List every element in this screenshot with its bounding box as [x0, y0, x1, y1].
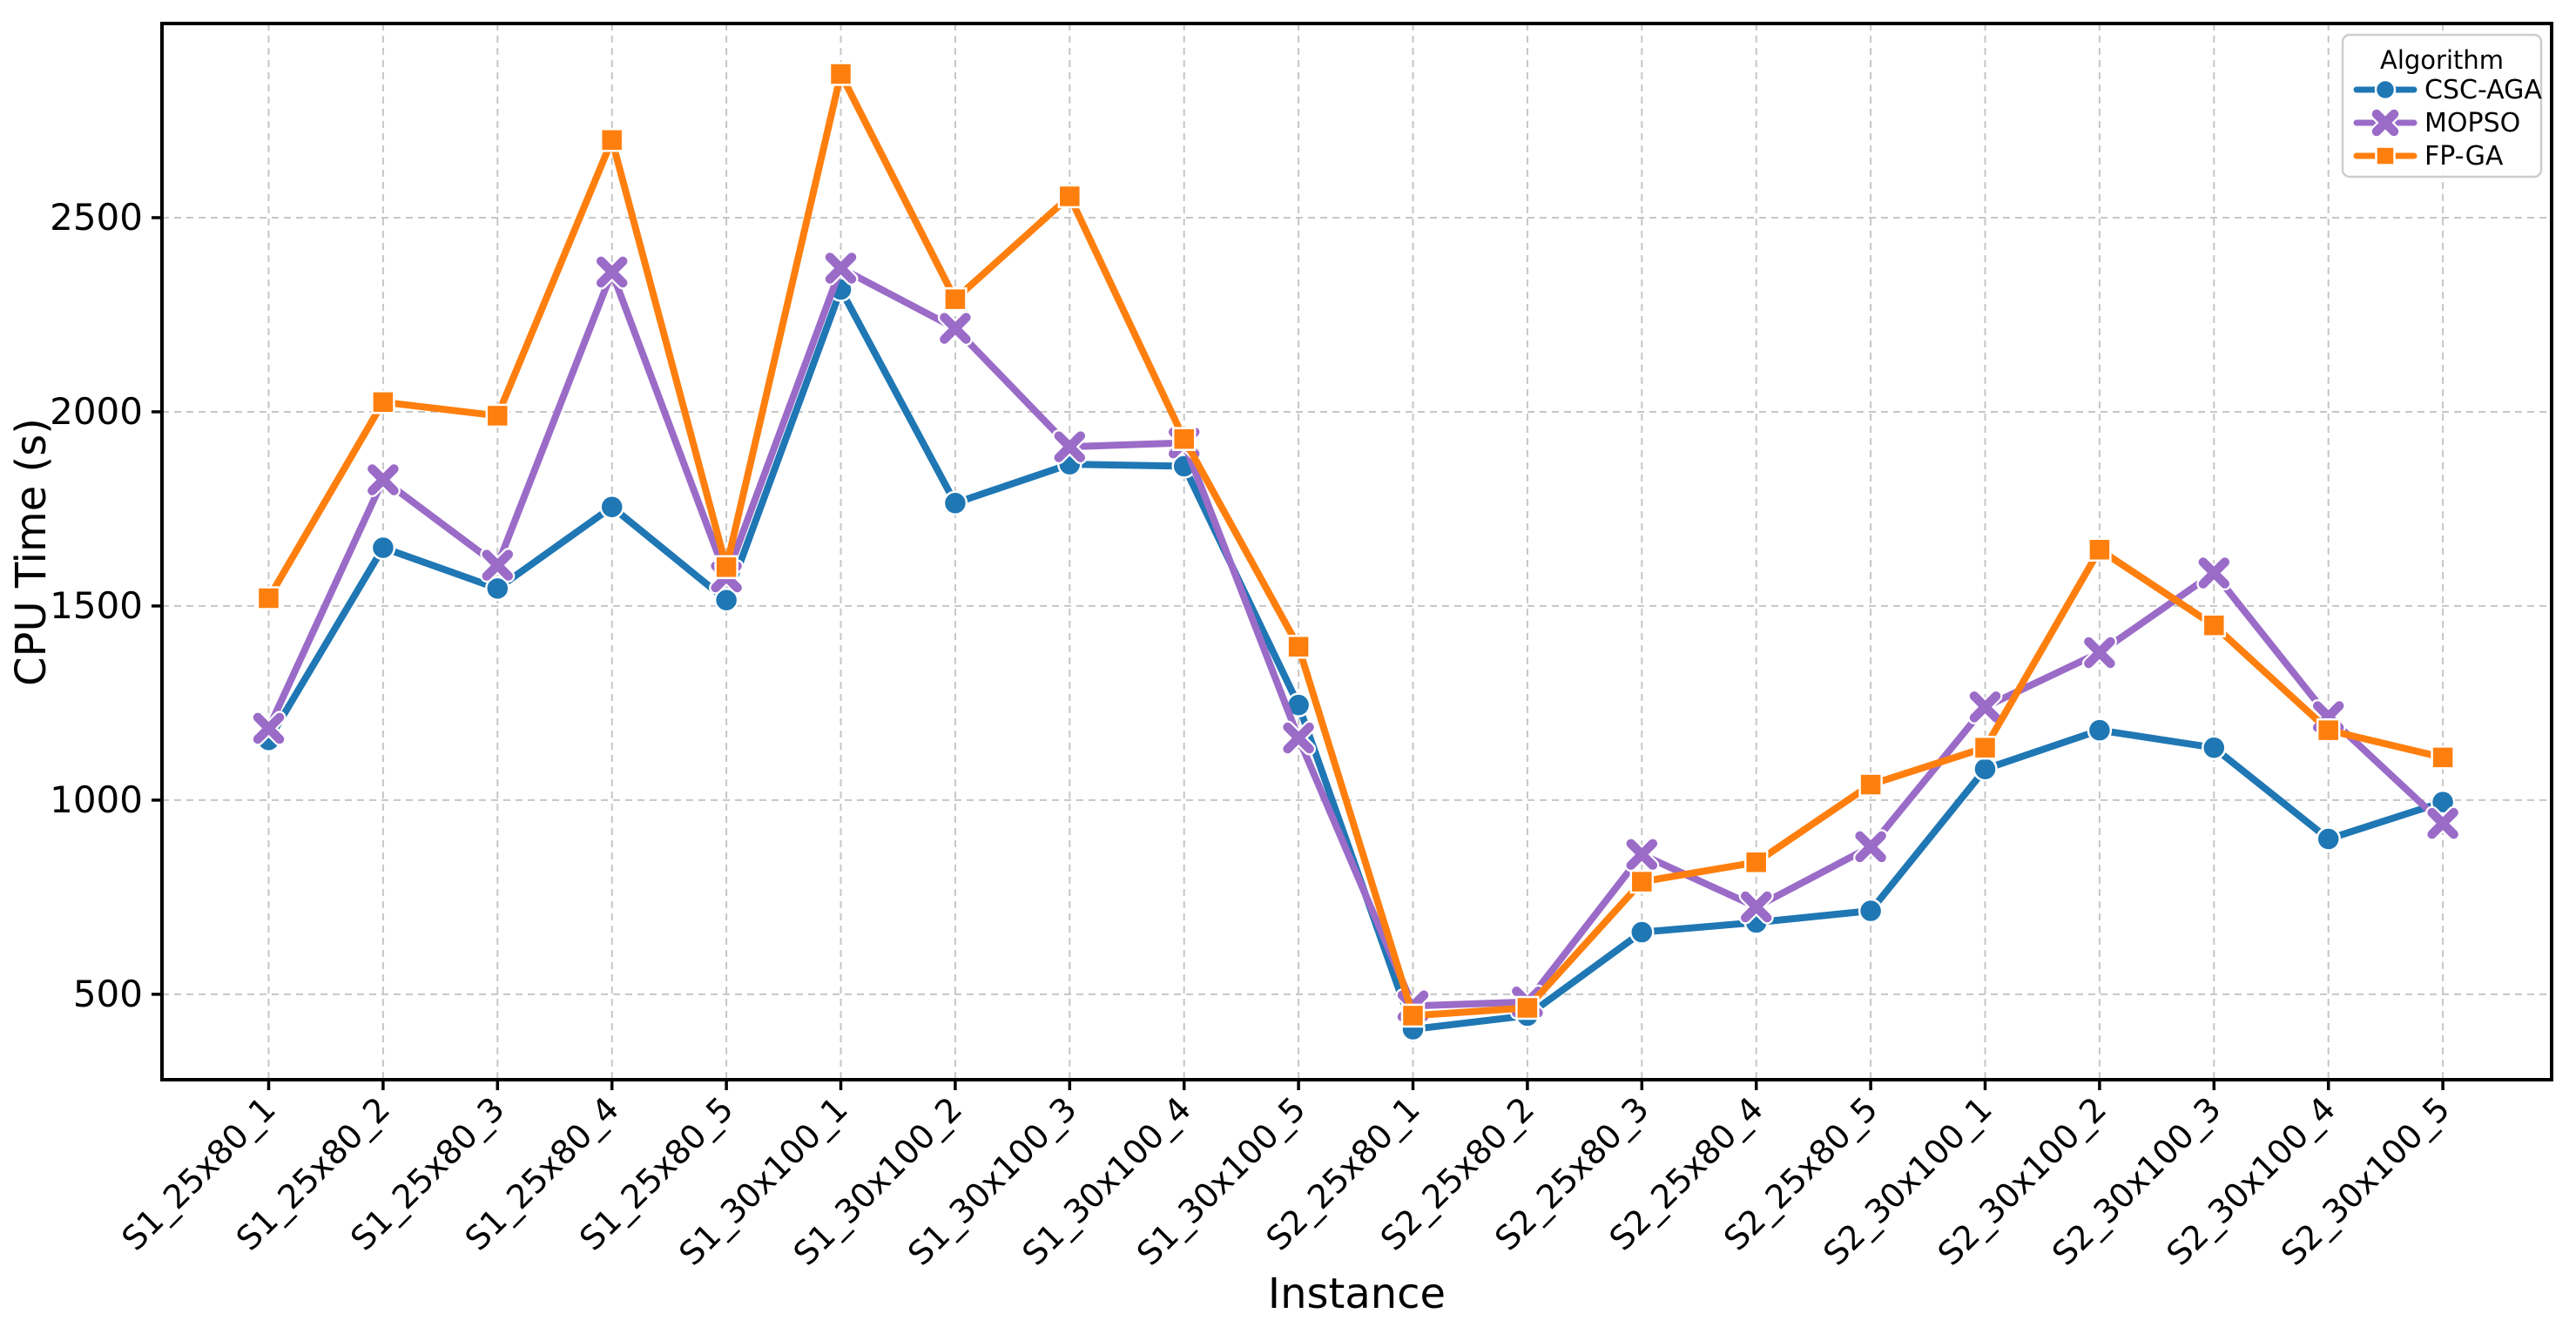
y-tick-label: 2500: [50, 196, 143, 239]
x-axis-title: Instance: [1268, 1270, 1446, 1318]
data-point-circle: [2087, 717, 2113, 743]
y-axis-title: CPU Time (s): [7, 418, 56, 686]
data-point-x: [1626, 839, 1658, 871]
y-tick-label: 2000: [50, 390, 143, 433]
data-point-square: [2087, 537, 2112, 562]
data-point-circle: [2430, 789, 2456, 815]
data-point-x: [1855, 831, 1886, 863]
data-point-circle: [1629, 919, 1655, 945]
data-point-circle: [2202, 735, 2227, 760]
data-point-circle: [1858, 898, 1884, 924]
series-mopso: [251, 250, 2461, 1024]
data-point-x: [2198, 557, 2230, 589]
data-point-square: [1057, 184, 1082, 209]
series-fp-ga: [256, 62, 2455, 1028]
data-point-square: [714, 555, 738, 580]
data-point-x: [1054, 431, 1086, 462]
data-point-x: [2427, 807, 2458, 839]
data-point-x: [1969, 691, 2001, 723]
data-point-square: [371, 390, 395, 414]
legend-item-csc-aga: CSC-AGA: [2353, 75, 2542, 105]
data-point-x: [1283, 722, 1314, 754]
data-point-square: [599, 128, 624, 152]
data-point-circle: [2316, 826, 2341, 852]
data-point-square: [1972, 735, 1998, 760]
data-point-circle: [1972, 756, 1998, 782]
series-line-mopso: [265, 264, 2447, 1010]
data-point-circle: [599, 494, 624, 520]
data-point-x: [825, 253, 857, 284]
data-point-square: [1858, 772, 1883, 797]
data-point-x: [1740, 891, 1772, 923]
data-point-circle: [2374, 78, 2397, 101]
data-point-square: [1286, 635, 1311, 659]
data-point-x: [2084, 637, 2115, 669]
data-point-square: [2202, 613, 2227, 637]
data-point-circle: [370, 535, 396, 561]
legend-title: Algorithm: [2380, 45, 2504, 75]
y-tick-label: 500: [73, 973, 143, 1015]
gridlines: [162, 24, 2552, 1080]
series-csc-aga: [256, 277, 2456, 1042]
legend-label: MOPSO: [2424, 108, 2520, 138]
data-point-x: [596, 256, 628, 288]
data-point-x: [253, 712, 285, 744]
legend-box: [2341, 33, 2543, 179]
data-point-square: [1629, 869, 1655, 894]
data-point-circle: [942, 490, 968, 516]
data-point-square: [2316, 717, 2341, 743]
data-point-square: [1400, 1003, 1426, 1028]
data-point-square: [2375, 145, 2396, 166]
data-point-square: [1515, 995, 1540, 1021]
legend-label: CSC-AGA: [2424, 75, 2542, 105]
data-point-square: [485, 403, 510, 428]
data-point-x: [2371, 109, 2399, 137]
data-point-circle: [713, 587, 739, 613]
data-point-square: [1743, 850, 1769, 875]
y-tick-label: 1500: [50, 584, 143, 627]
data-point-square: [828, 62, 853, 86]
data-point-square: [1171, 427, 1197, 451]
data-point-x: [482, 549, 514, 581]
y-tick-label: 1000: [50, 778, 143, 821]
data-point-x: [368, 464, 399, 495]
series-layer: [251, 62, 2461, 1042]
data-point-square: [943, 286, 968, 312]
series-line-csc-aga: [265, 286, 2447, 1034]
data-point-square: [2431, 745, 2455, 770]
data-point-circle: [485, 576, 510, 602]
data-point-square: [256, 586, 281, 610]
legend-item-mopso: MOPSO: [2353, 107, 2520, 138]
plot-border: [160, 22, 2553, 1081]
legend-item-fp-ga: FP-GA: [2353, 141, 2504, 172]
axis-ticks: [152, 216, 2445, 1090]
series-line-fp-ga: [265, 70, 2447, 1020]
data-point-x: [940, 313, 971, 344]
legend-label: FP-GA: [2424, 141, 2504, 172]
